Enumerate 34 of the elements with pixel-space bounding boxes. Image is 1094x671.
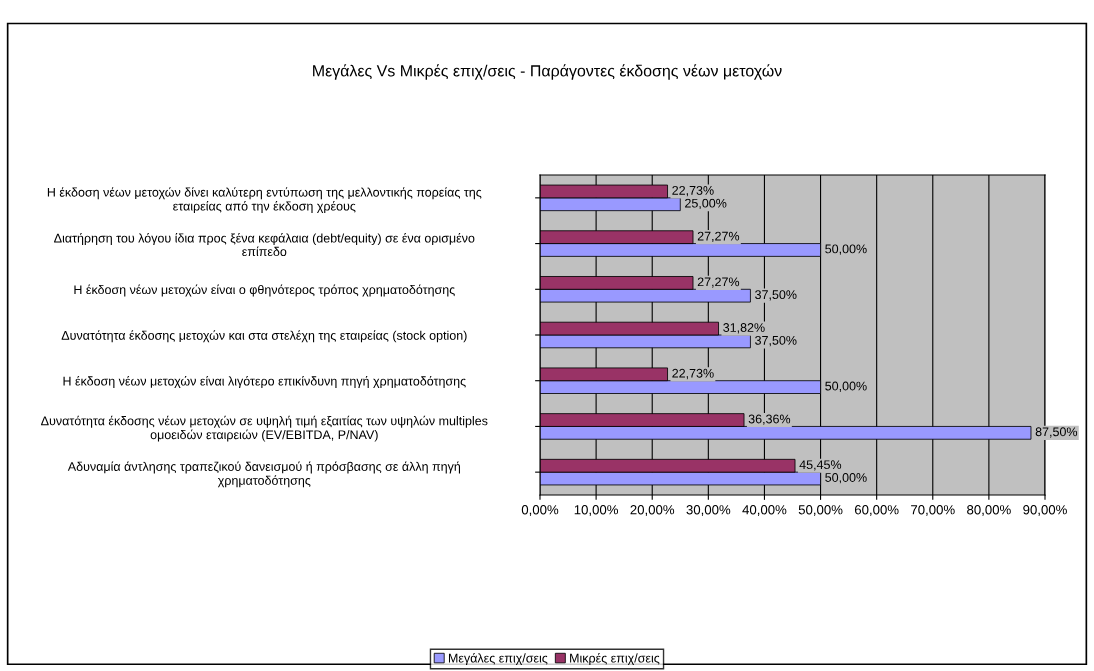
data-label: 37,50% (755, 335, 797, 347)
x-tick-label: 70,00% (911, 505, 955, 516)
y-tick-label: Δυνατότητα έκδοσης νέων μετοχών σε υψηλή τιμή εξαιτίας των υψηλών multiples ομοειδών εταιρειών (EV/EBITDA, P/NAV) (41, 415, 488, 442)
y-tick-label: Η έκδοση νέων μετοχών είναι λιγότερο επικίνδυνη πηγή χρηματοδότησης (63, 376, 466, 389)
legend-label: Μικρές επιχ/σεις (570, 652, 660, 666)
data-label: 25,00% (685, 198, 727, 210)
y-tick-label: Αδυναμία άντλησης τραπεζικού δανεισμού ή πρόσβασης σε άλλη πηγή χρηματοδότησης (67, 461, 461, 488)
data-label: 27,27% (697, 231, 740, 242)
data-label: 37,50% (755, 290, 797, 301)
data-label: 87,50% (1035, 427, 1078, 438)
y-tick-label: Διατήρηση του λόγου ίδια προς ξένα κεφάλαια (debt/equity) σε ένα ορισμένο επίπεδο (54, 233, 475, 257)
data-label: 50,00% (825, 244, 867, 255)
data-label: 31,82% (723, 323, 765, 334)
x-tick-label: 0,00% (521, 505, 559, 516)
x-tick-label: 60,00% (854, 505, 899, 516)
x-tick-label: 40,00% (742, 505, 787, 516)
x-tick-label: 80,00% (967, 505, 1011, 516)
data-label: 22,73% (672, 185, 714, 197)
y-tick-label: Η έκδοση νέων μετοχών είναι ο φθηνότερος τρόπος χρηματοδότησης (74, 284, 455, 297)
data-label: 50,00% (825, 381, 867, 392)
legend-label: Μεγάλες επιχ/σεις (448, 652, 548, 665)
y-tick-label: Η έκδοση νέων μετοχών δίνει καλύτερη εντύπωση της μελλοντικής πορείας της εταιρείας από την έκδοση χρέους (47, 187, 482, 214)
y-tick-label: Δυνατότητα έκδοσης μετοχών και στα στελέχη της εταιρείας (stock option) (61, 330, 467, 343)
data-label: 22,73% (672, 368, 714, 380)
x-tick-label: 20,00% (630, 505, 675, 516)
x-tick-label: 10,00% (574, 505, 619, 516)
data-label: 36,36% (748, 414, 791, 425)
data-label: 50,00% (825, 473, 867, 484)
chart-title: Μεγάλες Vs Μικρές επιχ/σεις - Παράγοντες έκδοσης νέων μετοχών (313, 64, 782, 80)
x-tick-label: 30,00% (686, 505, 731, 516)
data-label: 27,27% (697, 277, 740, 288)
x-tick-label: 50,00% (798, 505, 843, 516)
data-label: 45,45% (799, 460, 842, 471)
x-tick-label: 90,00% (1023, 505, 1067, 516)
